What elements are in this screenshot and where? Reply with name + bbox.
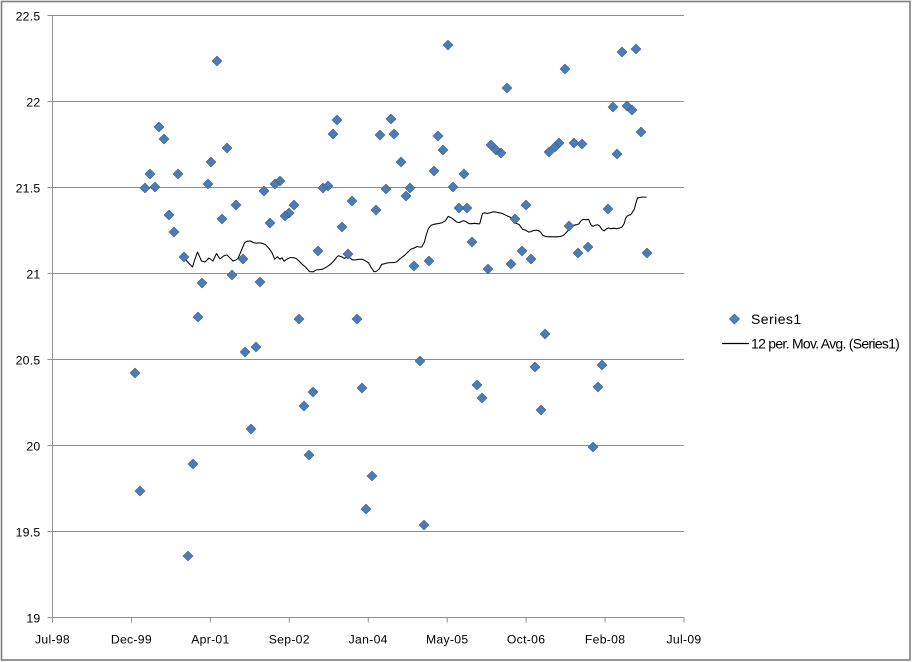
svg-text:21.5: 21.5: [16, 182, 41, 196]
svg-text:21: 21: [26, 268, 40, 282]
svg-text:20: 20: [26, 440, 40, 454]
svg-text:Dec-99: Dec-99: [111, 633, 152, 647]
svg-text:22: 22: [26, 96, 40, 110]
svg-text:Sep-02: Sep-02: [269, 633, 310, 647]
svg-text:22.5: 22.5: [16, 10, 41, 24]
svg-text:Jan-04: Jan-04: [349, 633, 388, 647]
svg-text:Feb-08: Feb-08: [585, 633, 625, 647]
svg-text:Apr-01: Apr-01: [191, 633, 229, 647]
svg-text:Oct-06: Oct-06: [507, 633, 545, 647]
svg-text:20.5: 20.5: [16, 354, 41, 368]
svg-text:12 per. Mov. Avg. (Series1): 12 per. Mov. Avg. (Series1): [751, 336, 899, 352]
svg-text:Series1: Series1: [751, 311, 802, 327]
svg-text:Jul-98: Jul-98: [35, 633, 70, 647]
svg-text:Jul-09: Jul-09: [667, 633, 702, 647]
svg-text:19: 19: [26, 612, 40, 626]
svg-text:May-05: May-05: [426, 633, 468, 647]
svg-text:19.5: 19.5: [16, 526, 41, 540]
